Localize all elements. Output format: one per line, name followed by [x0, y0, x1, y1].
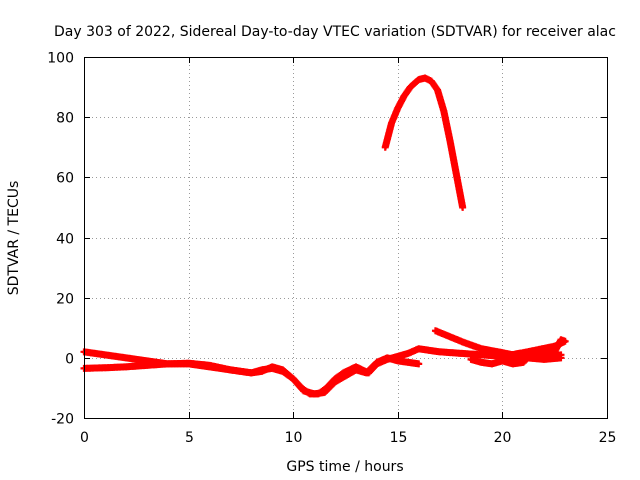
x-tick-label: 5	[185, 430, 194, 446]
data-point	[415, 360, 423, 368]
data-point	[557, 354, 565, 362]
y-tick-label: -20	[51, 412, 74, 428]
series-track-lower-band	[80, 354, 423, 398]
y-tick-label: 40	[56, 232, 74, 248]
x-tick-label: 15	[390, 430, 408, 446]
y-tick-label: 0	[65, 352, 74, 368]
x-tick-label: 10	[285, 430, 303, 446]
axis-ticks: 0 5 10 15 20 25 -20 0 20 40 60 80 100	[47, 51, 616, 447]
y-axis-label: SDTVAR / TECUs	[6, 181, 22, 296]
y-tick-label: 100	[47, 51, 74, 67]
data-points	[80, 74, 569, 398]
chart-title: Day 303 of 2022, Sidereal Day-to-day VTE…	[54, 24, 616, 40]
y-tick-label: 20	[56, 292, 74, 308]
x-tick-label: 20	[494, 430, 512, 446]
x-axis-label: GPS time / hours	[286, 459, 403, 475]
data-point	[459, 203, 467, 211]
x-tick-label: 0	[80, 430, 89, 446]
y-tick-label: 80	[56, 111, 74, 127]
y-tick-label: 60	[56, 171, 74, 187]
series-track-high-arc	[381, 74, 467, 211]
series-track-end-scatter	[467, 336, 569, 368]
data-point	[553, 342, 561, 350]
x-tick-label: 25	[599, 430, 617, 446]
